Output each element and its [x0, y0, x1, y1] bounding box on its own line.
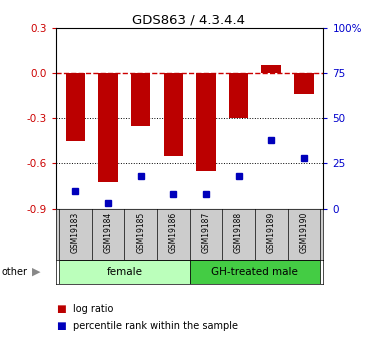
Text: GH-treated male: GH-treated male	[211, 267, 298, 277]
Bar	[65, 73, 85, 141]
Bar	[98, 73, 118, 181]
Text: GSM19190: GSM19190	[299, 212, 308, 253]
Bar	[196, 73, 216, 171]
Text: GSM19183: GSM19183	[71, 212, 80, 253]
Text: GSM19189: GSM19189	[267, 212, 276, 253]
Text: GSM19187: GSM19187	[201, 212, 211, 253]
Text: log ratio: log ratio	[73, 304, 114, 314]
Text: ■: ■	[56, 304, 65, 314]
Bar	[190, 260, 320, 284]
Text: GSM19184: GSM19184	[104, 212, 112, 253]
Bar	[261, 65, 281, 73]
Text: GSM19186: GSM19186	[169, 212, 178, 253]
Text: ▶: ▶	[32, 267, 41, 277]
Text: GDS863 / 4.3.4.4: GDS863 / 4.3.4.4	[132, 14, 245, 27]
Bar	[131, 73, 151, 126]
Text: percentile rank within the sample: percentile rank within the sample	[73, 321, 238, 331]
Bar	[294, 73, 314, 94]
Text: GSM19188: GSM19188	[234, 212, 243, 253]
Text: female: female	[106, 267, 142, 277]
Bar	[59, 260, 190, 284]
Bar	[229, 73, 248, 118]
Bar	[164, 73, 183, 156]
Text: other: other	[2, 267, 28, 277]
Text: ■: ■	[56, 321, 65, 331]
Text: GSM19185: GSM19185	[136, 212, 145, 253]
